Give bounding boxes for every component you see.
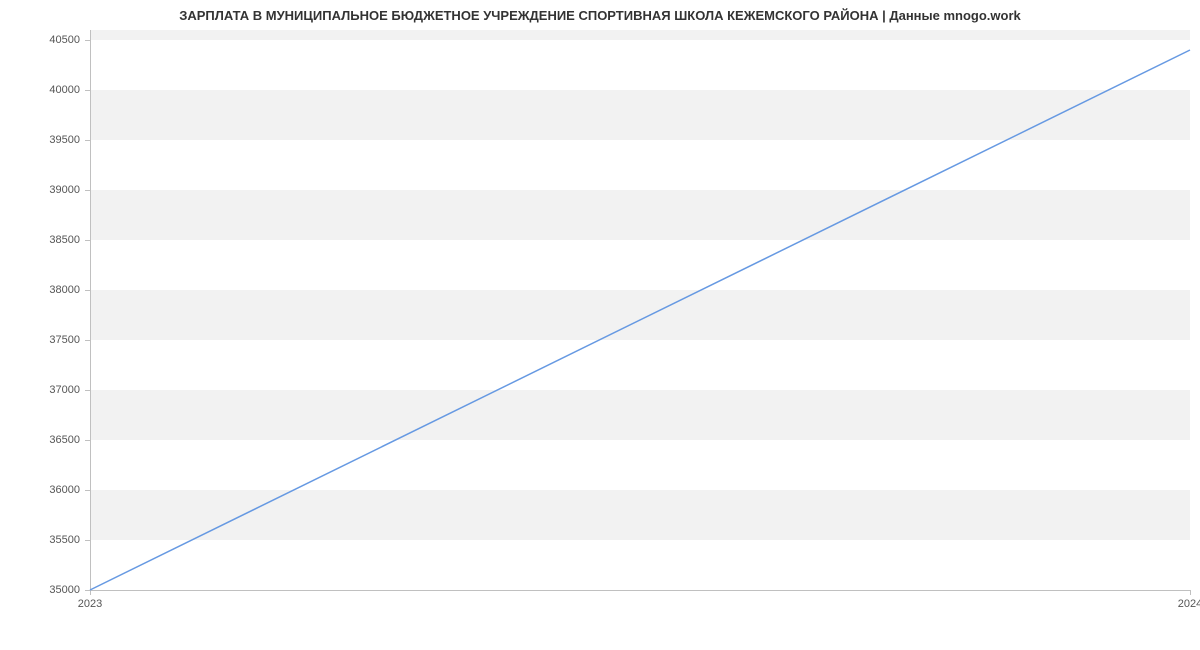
y-tick-label: 39000 (20, 184, 80, 196)
y-tick-label: 36500 (20, 434, 80, 446)
x-tick-label: 2024 (1178, 598, 1200, 610)
x-tick (1190, 590, 1191, 595)
y-tick-label: 35500 (20, 534, 80, 546)
y-tick-label: 36000 (20, 484, 80, 496)
x-tick-label: 2023 (78, 598, 102, 610)
y-tick-label: 40000 (20, 84, 80, 96)
line-layer (90, 30, 1190, 590)
y-tick-label: 37500 (20, 334, 80, 346)
y-tick-label: 39500 (20, 134, 80, 146)
salary-chart: ЗАРПЛАТА В МУНИЦИПАЛЬНОЕ БЮДЖЕТНОЕ УЧРЕЖ… (0, 0, 1200, 650)
y-tick-label: 35000 (20, 584, 80, 596)
x-tick (90, 590, 91, 595)
y-tick-label: 38500 (20, 234, 80, 246)
y-tick-label: 37000 (20, 384, 80, 396)
y-tick-label: 38000 (20, 284, 80, 296)
y-tick-label: 40500 (20, 34, 80, 46)
chart-title: ЗАРПЛАТА В МУНИЦИПАЛЬНОЕ БЮДЖЕТНОЕ УЧРЕЖ… (0, 8, 1200, 23)
x-axis (90, 590, 1190, 591)
series-salary (90, 50, 1190, 590)
plot-area: 3500035500360003650037000375003800038500… (90, 30, 1190, 590)
